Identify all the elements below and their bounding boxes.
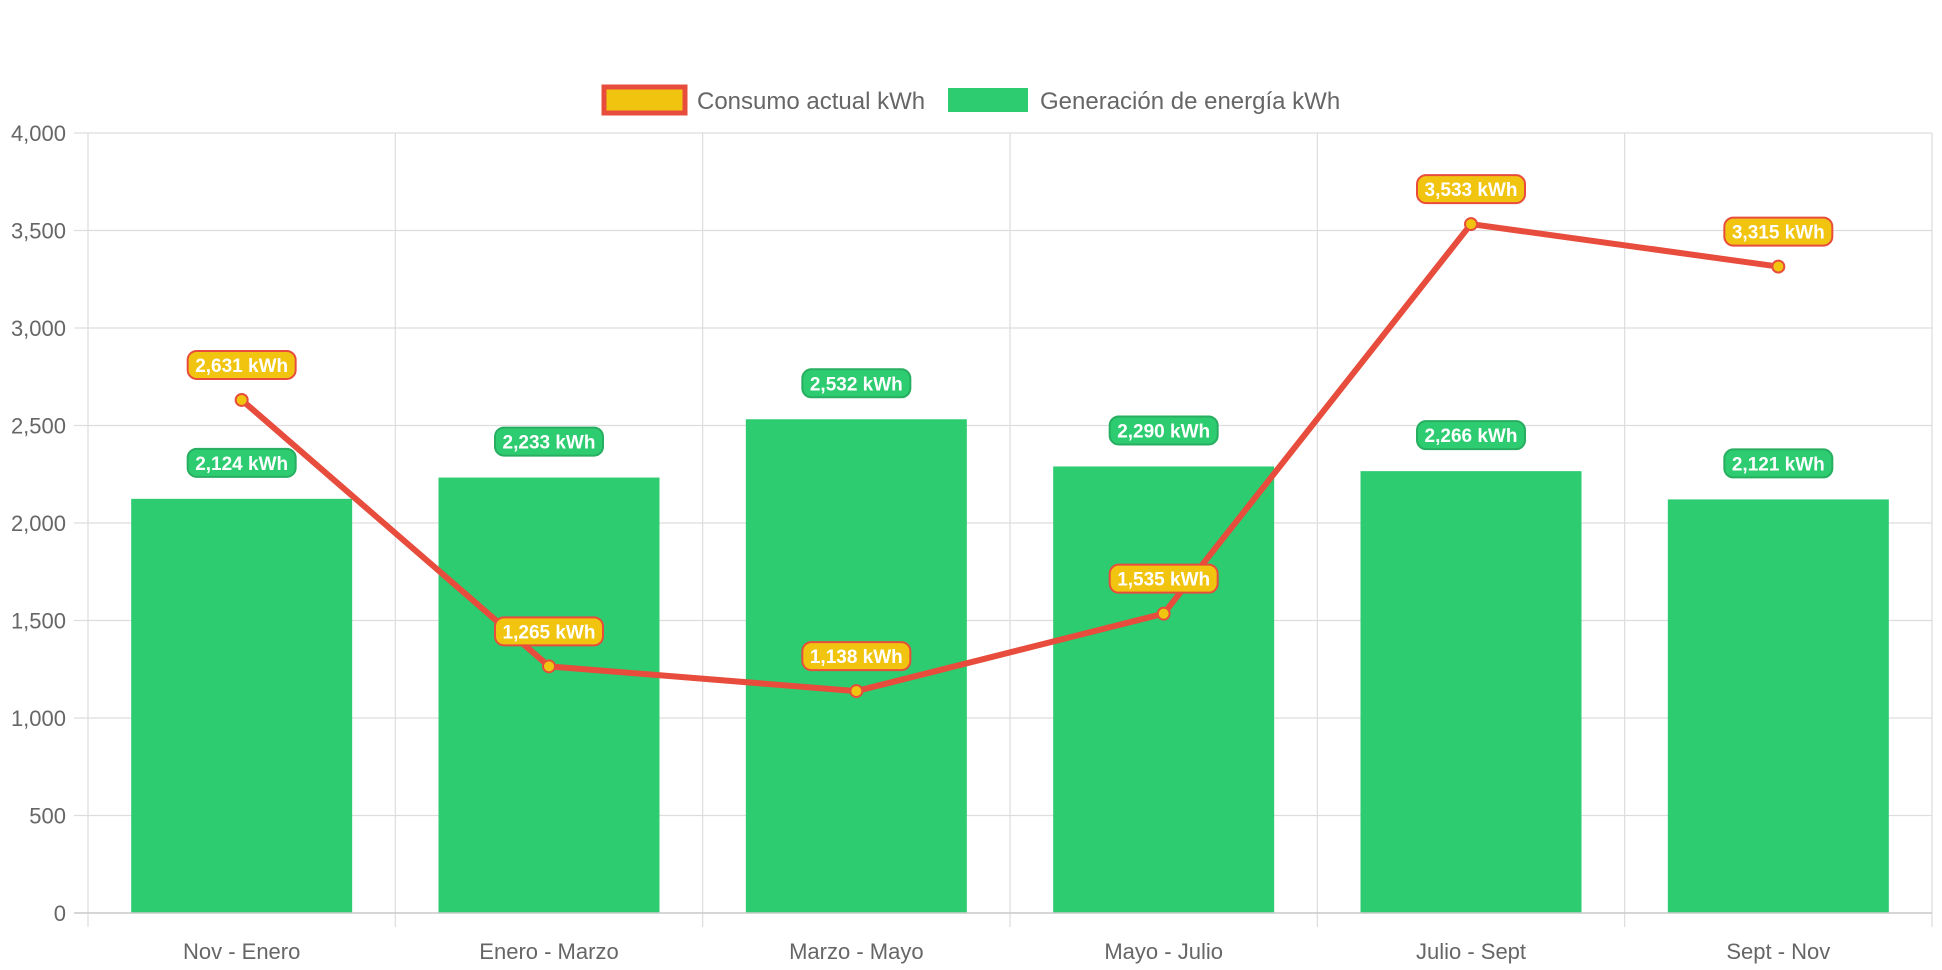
x-tick-label: Nov - Enero (183, 939, 300, 964)
legend-swatch-generacion[interactable] (948, 88, 1028, 112)
line-data-label-text: 1,138 kWh (810, 647, 903, 668)
line-data-label-text: 3,315 kWh (1732, 223, 1825, 244)
y-tick-label: 1,500 (11, 609, 66, 634)
bar-data-label: 2,121 kWh (1723, 448, 1834, 479)
bar-data-label-text: 2,266 kWh (1425, 426, 1518, 447)
bar[interactable] (1360, 471, 1582, 913)
line-data-label-text: 3,533 kWh (1425, 180, 1518, 201)
y-tick-label: 3,500 (11, 219, 66, 244)
y-tick-label: 4,000 (11, 121, 66, 146)
bar-data-label-text: 2,290 kWh (1117, 421, 1210, 442)
bar-data-label-bg (186, 447, 297, 478)
legend-swatch-consumo[interactable] (601, 84, 688, 116)
x-tick-label: Enero - Marzo (479, 939, 618, 964)
bar-data-label-bg (1723, 448, 1834, 479)
line-point[interactable] (849, 684, 864, 699)
legend-label-generacion[interactable]: Generación de energía kWh (1040, 88, 1340, 115)
line-point[interactable] (234, 392, 249, 407)
bar-data-label: 2,532 kWh (801, 368, 912, 399)
y-tick-label: 2,500 (11, 414, 66, 439)
bar-data-label-bg (801, 368, 912, 399)
y-tick-label: 2,000 (11, 511, 66, 536)
line-point[interactable] (542, 659, 556, 674)
y-tick-label: 0 (54, 901, 66, 926)
line-data-label-bg (1108, 563, 1219, 594)
line-point[interactable] (1771, 259, 1786, 274)
bar-data-label-text: 2,233 kWh (503, 433, 596, 454)
bar-data-label-bg (1416, 420, 1526, 451)
line-data-label: 3,533 kWh (1416, 174, 1526, 205)
x-tick-label: Julio - Sept (1416, 939, 1526, 964)
bar[interactable] (1053, 466, 1275, 913)
line-point[interactable] (1464, 217, 1478, 232)
line-data-label-bg (1723, 216, 1834, 247)
line-data-label-bg (494, 616, 604, 647)
bar-data-label: 2,233 kWh (494, 426, 604, 457)
bar-data-label-bg (494, 426, 604, 457)
bar[interactable] (131, 498, 353, 913)
y-tick-label: 3,000 (11, 316, 66, 341)
bar-data-label: 2,266 kWh (1416, 420, 1526, 451)
line-data-label: 2,631 kWh (186, 349, 297, 380)
bar-data-label-text: 2,124 kWh (195, 454, 288, 475)
line-data-label: 1,138 kWh (801, 641, 912, 672)
line-data-label-bg (1416, 174, 1526, 205)
bar-data-label-text: 2,532 kWh (810, 374, 903, 395)
x-tick-label: Marzo - Mayo (789, 939, 923, 964)
legend-label-consumo[interactable]: Consumo actual kWh (697, 88, 925, 115)
line-data-label: 1,535 kWh (1108, 563, 1219, 594)
bar[interactable] (1667, 499, 1889, 913)
line-data-label-bg (186, 349, 297, 380)
legend: Consumo actual kWh Generación de energía… (601, 84, 1340, 116)
data-labels: 2,124 kWh 2,233 kWh 2,532 kWh 2,290 kWh 2,26… (186, 174, 1834, 672)
bar-data-label: 2,290 kWh (1108, 415, 1219, 446)
line-data-label: 3,315 kWh (1723, 216, 1834, 247)
bar-data-label-text: 2,121 kWh (1732, 454, 1825, 475)
bar-data-label-bg (1108, 415, 1219, 446)
line-data-label-bg (801, 641, 912, 672)
line-data-label-text: 2,631 kWh (195, 356, 288, 377)
legend-item-generacion[interactable]: Generación de energía kWh (948, 88, 1340, 115)
line-data-label: 1,265 kWh (494, 616, 604, 647)
bar-data-label: 2,124 kWh (186, 447, 297, 478)
grid-layer (74, 132, 1933, 927)
bar[interactable] (438, 477, 660, 913)
x-tick-label: Sept - Nov (1726, 939, 1830, 964)
legend-item-consumo[interactable]: Consumo actual kWh (601, 84, 925, 116)
bar-series (131, 419, 1889, 913)
line-point[interactable] (1156, 606, 1171, 621)
y-tick-label: 1,000 (11, 706, 66, 731)
y-tick-label: 500 (29, 804, 66, 829)
line-data-label-text: 1,265 kWh (503, 622, 596, 643)
axes: 0 500 1,000 1,500 2,000 2,500 3,000 3,500 4,000 N… (11, 121, 1932, 964)
line-data-label-text: 1,535 kWh (1117, 570, 1210, 591)
x-tick-label: Mayo - Julio (1104, 939, 1223, 964)
